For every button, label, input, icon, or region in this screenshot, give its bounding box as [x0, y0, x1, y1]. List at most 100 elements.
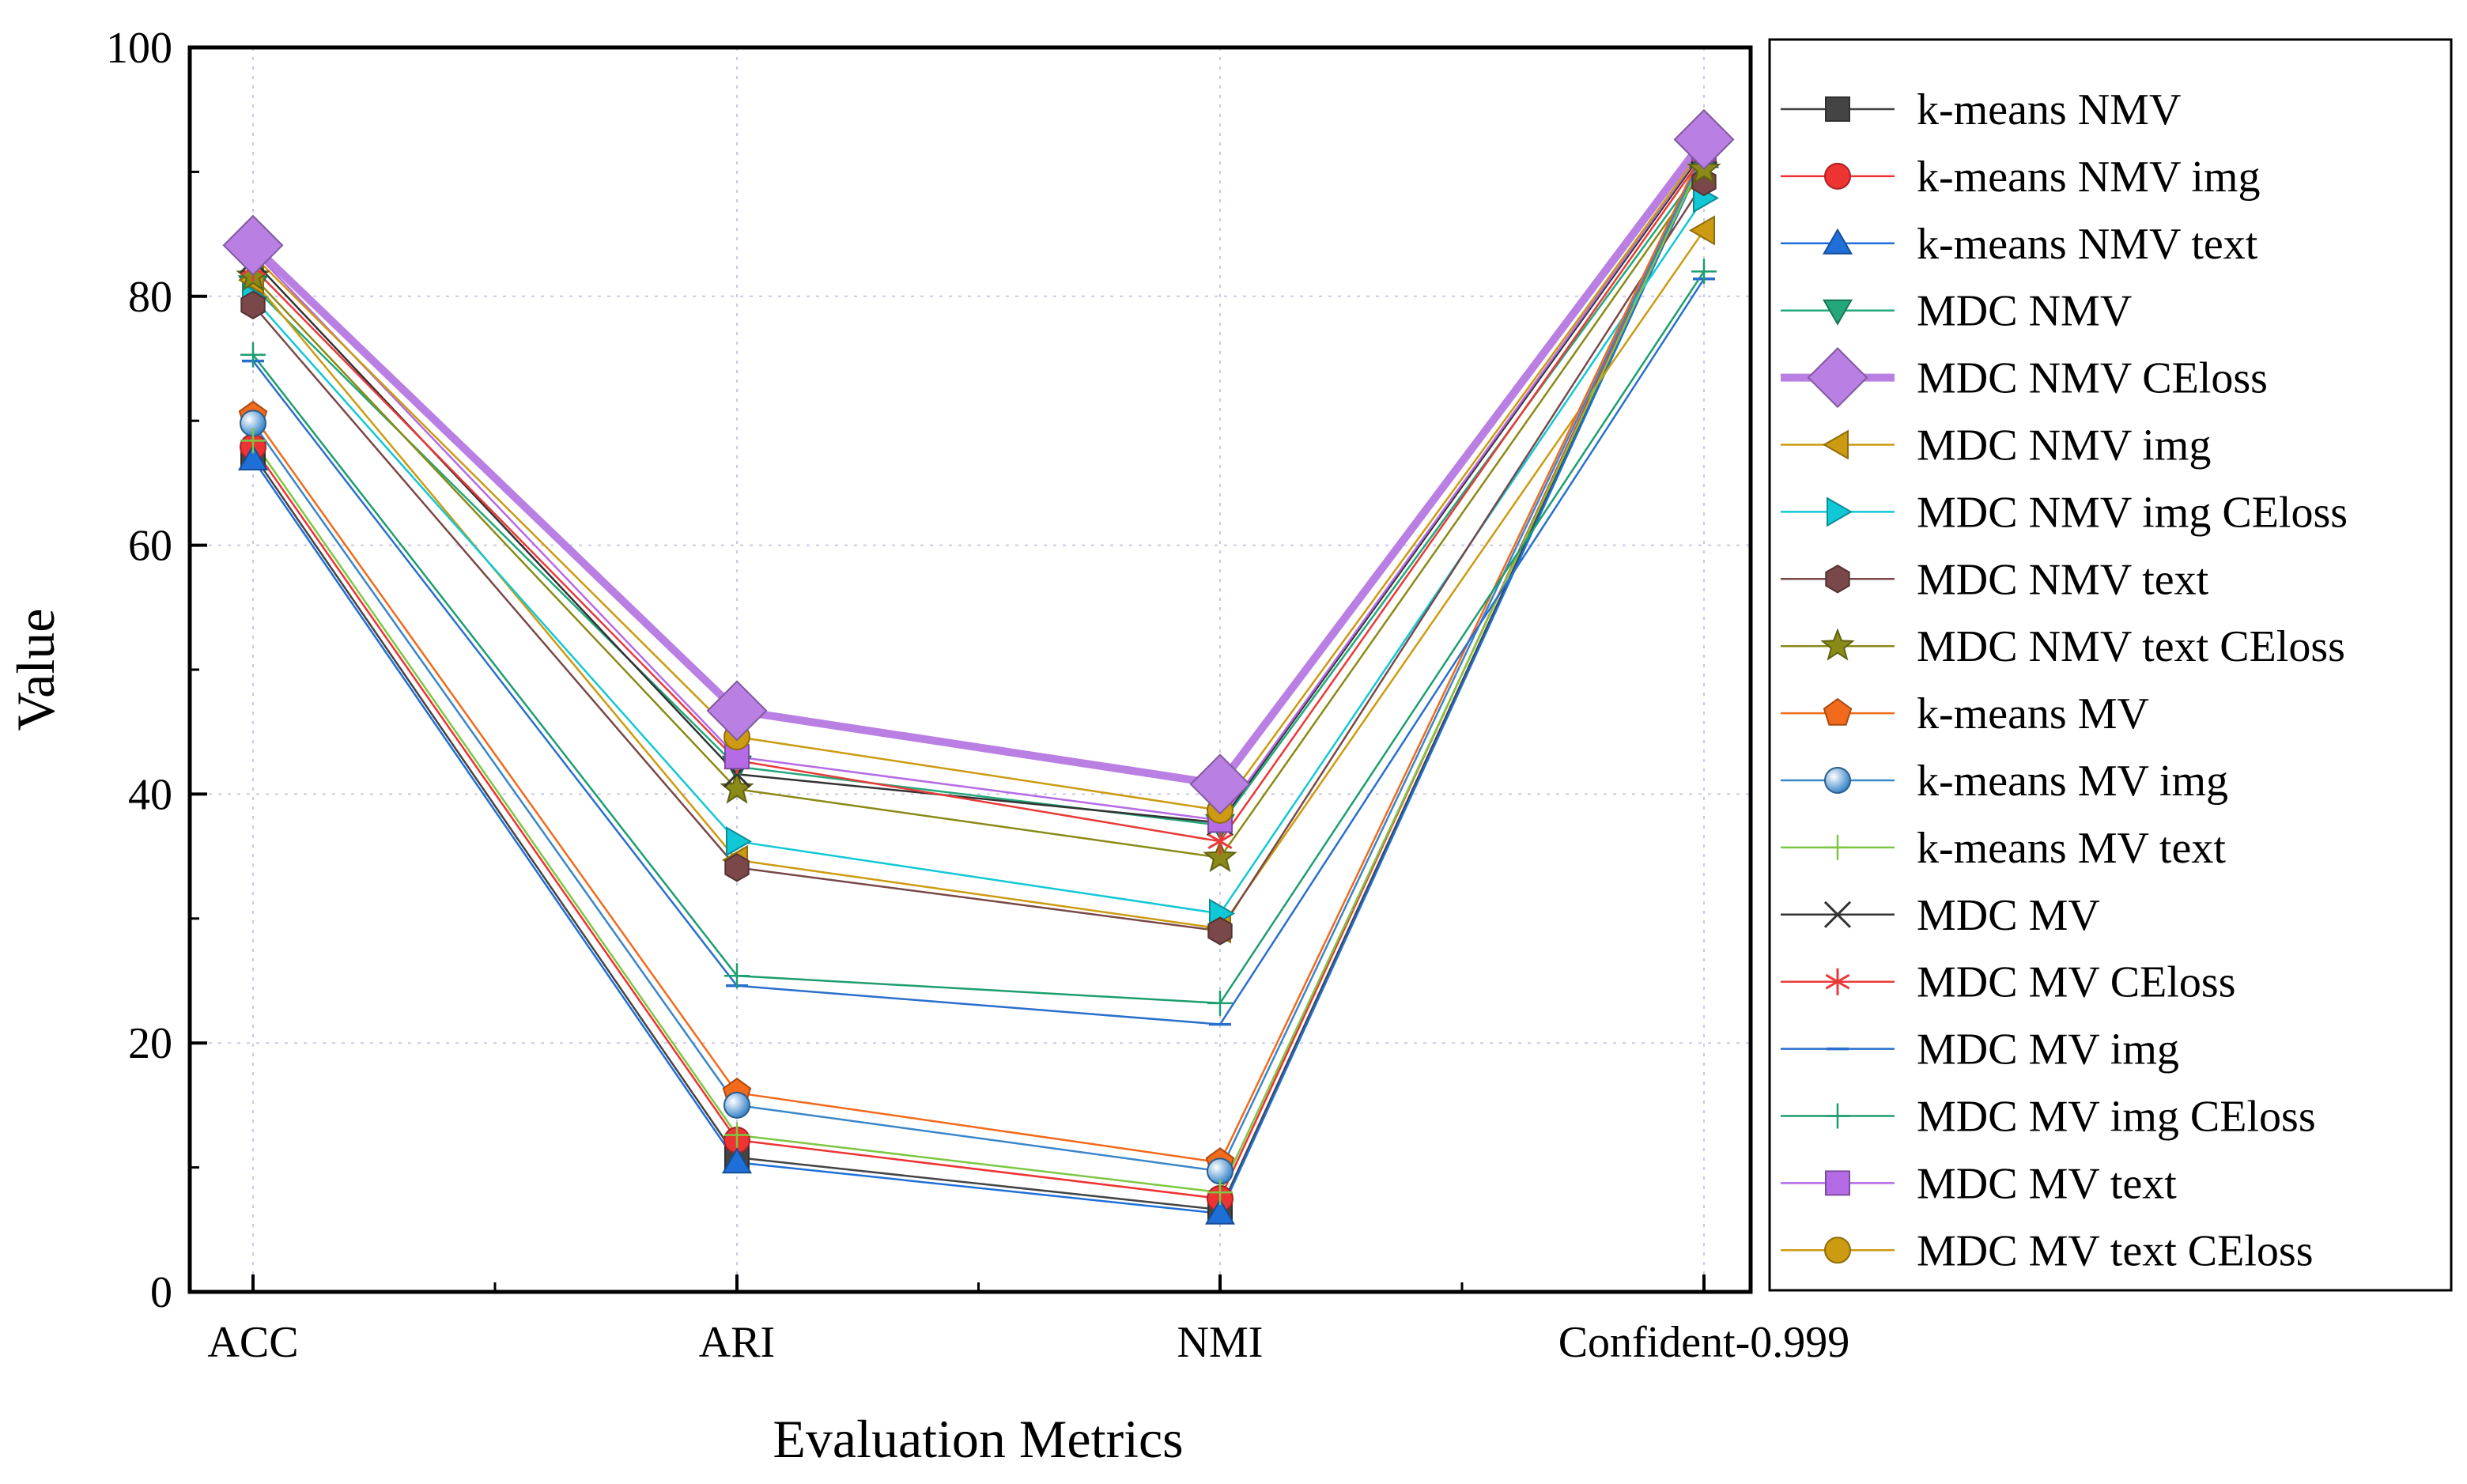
series-line [251, 151, 1706, 1172]
data-point [240, 428, 266, 454]
data-point [1673, 108, 1735, 171]
legend-label: MDC MV [1917, 891, 2100, 940]
y-tick-label: 20 [128, 1019, 172, 1068]
legend-marker [1820, 628, 1855, 661]
legend-item: MDC NMV text CEloss [1781, 622, 2345, 671]
series-line [251, 156, 1706, 1215]
series-line [251, 155, 1706, 1194]
legend-label: k-means NMV text [1917, 220, 2258, 269]
series-line [250, 137, 1707, 788]
data-point [706, 680, 768, 742]
series-line [252, 147, 1706, 821]
legend-item: MDC MV text CEloss [1781, 1226, 2313, 1275]
data-point [723, 1091, 750, 1119]
legend-label: MDC NMV img CEloss [1917, 488, 2348, 537]
legend-label: MDC NMV text [1917, 555, 2209, 604]
legend-item: MDC MV img [1781, 1025, 2179, 1074]
data-point [724, 963, 750, 989]
y-tick-label: 0 [150, 1268, 172, 1317]
data-point [1688, 215, 1715, 246]
legend-item: k-means MV [1781, 689, 2149, 738]
data-point [724, 1122, 750, 1148]
y-tick-label: 80 [128, 273, 172, 322]
data-point [1207, 916, 1233, 946]
series-line [252, 278, 1706, 1025]
data-point [1189, 753, 1251, 815]
series-markers [222, 108, 1735, 1225]
series-lines [250, 137, 1707, 1215]
series-line [251, 147, 1706, 1164]
legend: k-means NMV k-means NMV img k-means NMV te… [1781, 85, 2348, 1275]
legend-marker [1824, 767, 1851, 794]
legend-item: MDC NMV text [1781, 555, 2209, 604]
series-line [252, 164, 1706, 827]
legend-item: MDC NMV [1781, 287, 2132, 336]
legend-marker [1823, 697, 1853, 726]
y-tick-label: 100 [106, 24, 172, 73]
legend-label: k-means MV text [1917, 824, 2226, 873]
legend-marker [1824, 162, 1851, 190]
data-point [1203, 839, 1237, 873]
legend-item: k-means NMV text [1781, 220, 2258, 269]
data-point [240, 290, 266, 319]
data-point [222, 214, 284, 276]
legend-label: k-means MV [1917, 689, 2149, 738]
legend-label: k-means NMV img [1917, 153, 2261, 202]
data-point [237, 444, 269, 470]
legend-marker [1827, 497, 1853, 527]
legend-marker [1822, 429, 1849, 460]
data-point [1207, 990, 1233, 1016]
data-point [1207, 1180, 1233, 1206]
legend-label: MDC NMV text CEloss [1917, 622, 2345, 671]
legend-label: MDC MV text CEloss [1917, 1226, 2313, 1275]
series-line [252, 149, 1706, 824]
legend-label: k-means MV img [1917, 757, 2228, 806]
axes: ACC ARI NMI Confident-0.999 0 20 40 60 80 100 [106, 24, 1849, 1367]
legend-marker [1825, 834, 1850, 860]
legend-marker [1823, 901, 1852, 928]
legend-marker [1825, 968, 1850, 995]
x-tick-label: ACC [207, 1318, 298, 1367]
data-point [240, 342, 266, 368]
legend-item: MDC NMV img [1781, 421, 2211, 470]
legend-item: k-means MV img [1781, 757, 2228, 806]
legend-item: MDC MV text [1781, 1159, 2177, 1208]
x-axis-title: Evaluation Metrics [773, 1409, 1183, 1469]
series-line [252, 153, 1706, 843]
legend-marker [1822, 228, 1853, 255]
series-line [251, 153, 1706, 1211]
data-point [1204, 1198, 1236, 1225]
y-tick-label: 40 [128, 770, 172, 819]
legend-label: MDC NMV img [1917, 421, 2211, 470]
legend-marker [1825, 1103, 1850, 1129]
x-tick-label: NMI [1177, 1318, 1264, 1367]
series-line [252, 146, 1706, 812]
data-point [721, 1147, 753, 1174]
legend-label: MDC MV img CEloss [1917, 1093, 2316, 1142]
series-line [252, 168, 1706, 859]
y-axis-title: Value [6, 609, 66, 731]
legend-marker [1825, 1170, 1850, 1196]
legend-marker [1822, 299, 1853, 326]
legend-marker [1825, 565, 1850, 594]
x-tick-label: Confident-0.999 [1558, 1318, 1850, 1367]
legend-item: MDC MV [1781, 891, 2100, 940]
legend-label: MDC MV CEloss [1917, 958, 2236, 1007]
y-tick-label: 60 [128, 522, 172, 571]
legend-item: MDC MV img CEloss [1781, 1093, 2316, 1142]
data-point [726, 826, 753, 857]
legend-marker [1824, 1237, 1851, 1264]
series-line [252, 270, 1706, 1005]
legend-label: MDC NMV CEloss [1917, 354, 2268, 403]
legend-item: MDC NMV CEloss [1781, 347, 2268, 409]
legend-item: MDC MV CEloss [1781, 958, 2236, 1007]
legend-label: MDC NMV [1917, 287, 2132, 336]
data-point [1691, 259, 1717, 285]
legend-marker [1807, 347, 1868, 409]
legend-label: k-means NMV [1917, 85, 2181, 134]
series-line [252, 181, 1706, 932]
legend-marker [1825, 96, 1850, 122]
data-point [724, 853, 750, 882]
legend-label: MDC MV text [1917, 1159, 2177, 1208]
legend-box [1768, 38, 2453, 1292]
